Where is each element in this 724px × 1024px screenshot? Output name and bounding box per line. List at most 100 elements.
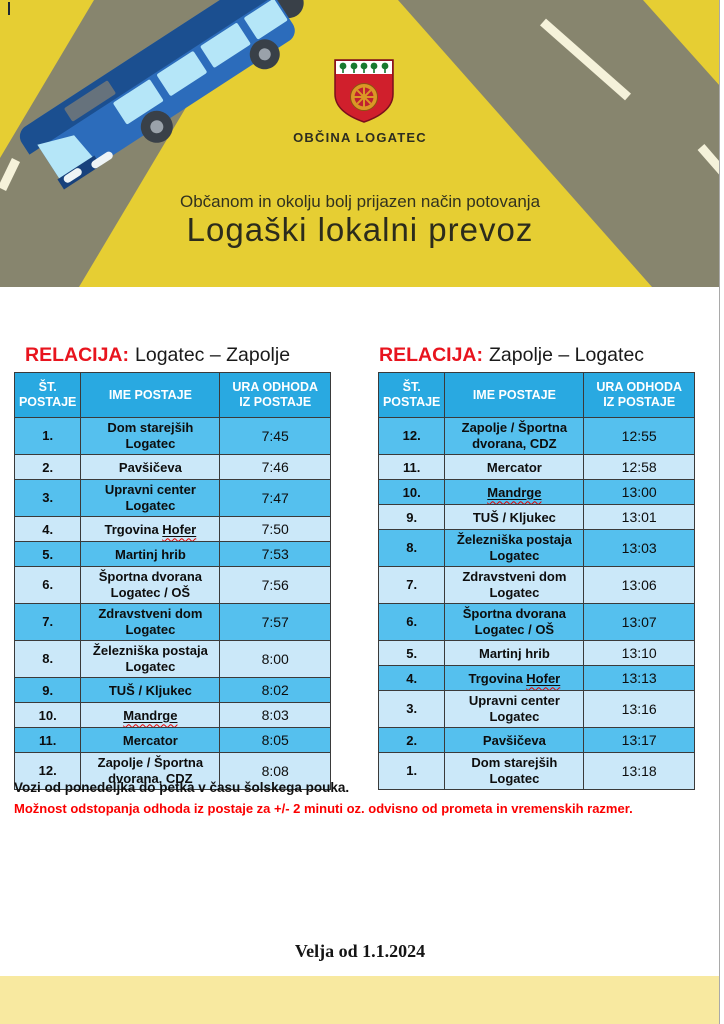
table-row: 7. Zdravstveni dom Logatec 13:06 <box>377 566 695 604</box>
page-title: Logaški lokalni prevoz <box>186 211 534 248</box>
table-row: 2. Pavšičeva 13:17 <box>377 727 695 753</box>
bottom-bar <box>0 976 720 1024</box>
departure-time: 13:06 <box>583 566 695 604</box>
stop-name: Martinj hrib <box>80 541 221 567</box>
stop-name: TUŠ / Kljukec <box>80 677 221 703</box>
headlight <box>63 168 82 183</box>
validity-text: Velja od 1.1.2024 <box>294 941 426 961</box>
header-subtitle: Občanom in okolju bolj prijazen način po… <box>179 192 541 211</box>
stop-name: Zapolje / Športna dvorana, CDZ <box>444 417 585 455</box>
stop-name: Mandrge <box>80 702 221 728</box>
departure-time: 13:07 <box>583 603 695 641</box>
column-header: IME POSTAJE <box>444 372 585 418</box>
departure-time: 8:02 <box>219 677 331 703</box>
stop-number: 9. <box>377 504 446 530</box>
stop-name: Železniška postaja Logatec <box>80 640 221 678</box>
departure-time: 8:00 <box>219 640 331 678</box>
stop-number: 10. <box>377 479 446 505</box>
lane-dash <box>0 158 21 191</box>
stop-name: Trgovina Hofer <box>444 665 585 691</box>
departure-time: 12:55 <box>583 417 695 455</box>
stop-number: 5. <box>377 640 446 666</box>
emblem-trees <box>339 62 389 73</box>
stop-name: Športna dvorana Logatec / OŠ <box>444 603 585 641</box>
departure-time: 7:53 <box>219 541 331 567</box>
departure-time: 13:03 <box>583 529 695 567</box>
table-row: 6. Športna dvorana Logatec / OŠ 7:56 <box>13 566 331 604</box>
stop-name: Mandrge <box>444 479 585 505</box>
departure-time: 7:56 <box>219 566 331 604</box>
stop-number: 2. <box>13 454 82 480</box>
table-row: 9. TUŠ / Kljukec 13:01 <box>377 504 695 530</box>
table-row: 5. Martinj hrib 13:10 <box>377 640 695 666</box>
emblem-wheel <box>350 83 378 111</box>
stop-number: 12. <box>13 752 82 790</box>
departure-time: 13:10 <box>583 640 695 666</box>
municipality-name: OBČINA LOGATEC <box>293 130 427 145</box>
departure-time: 13:13 <box>583 665 695 691</box>
timetable-section-return: RELACIJA: Zapolje – Logatec ŠT. POSTAJE IM… <box>377 344 695 790</box>
stop-number: 6. <box>377 603 446 641</box>
relation-title: RELACIJA: Zapolje – Logatec <box>379 344 695 367</box>
departure-time: 8:08 <box>219 752 331 790</box>
departure-time: 7:50 <box>219 516 331 542</box>
table-row: 12. Zapolje / Športna dvorana, CDZ 12:55 <box>377 417 695 455</box>
table-row: 4. Trgovina Hofer 7:50 <box>13 516 331 542</box>
note-deviation: Možnost odstopanja odhoda iz postaje za … <box>14 801 633 816</box>
timetable: ŠT. POSTAJE IME POSTAJE URA ODHODA IZ POST… <box>13 372 331 790</box>
table-row: 10. Mandrge 13:00 <box>377 479 695 505</box>
stop-number: 4. <box>377 665 446 691</box>
stop-number: 5. <box>13 541 82 567</box>
departure-time: 12:58 <box>583 454 695 480</box>
table-row: 9. TUŠ / Kljukec 8:02 <box>13 677 331 703</box>
departure-time: 8:05 <box>219 727 331 753</box>
stop-number: 8. <box>13 640 82 678</box>
departure-time: 13:00 <box>583 479 695 505</box>
departure-time: 13:16 <box>583 690 695 728</box>
stop-number: 1. <box>377 752 446 790</box>
headlight <box>91 151 113 169</box>
coat-of-arms-icon <box>334 59 394 123</box>
stop-number: 9. <box>13 677 82 703</box>
stop-number: 3. <box>377 690 446 728</box>
timetable-section-outbound: RELACIJA: Logatec – Zapolje ŠT. POSTAJE IM… <box>13 344 331 790</box>
stop-number: 3. <box>13 479 82 517</box>
relation-label: RELACIJA: <box>379 344 484 366</box>
stop-name: Upravni center Logatec <box>80 479 221 517</box>
stop-name: Železniška postaja Logatec <box>444 529 585 567</box>
column-header: IME POSTAJE <box>80 372 221 418</box>
roof-hatch <box>64 80 116 122</box>
stop-name: Trgovina Hofer <box>80 516 221 542</box>
stop-name: Mercator <box>444 454 585 480</box>
table-row: 1. Dom starejših Logatec 7:45 <box>13 417 331 455</box>
stop-number: 8. <box>377 529 446 567</box>
column-header: ŠT. POSTAJE <box>377 372 446 418</box>
stop-number: 7. <box>13 603 82 641</box>
stop-name: Martinj hrib <box>444 640 585 666</box>
scan-artifact-line <box>8 2 10 15</box>
table-row: 12. Zapolje / Športna dvorana, CDZ 8:08 <box>13 752 331 790</box>
table-row: 6. Športna dvorana Logatec / OŠ 13:07 <box>377 603 695 641</box>
stop-number: 7. <box>377 566 446 604</box>
table-row: 8. Železniška postaja Logatec 13:03 <box>377 529 695 567</box>
stop-number: 10. <box>13 702 82 728</box>
departure-time: 7:47 <box>219 479 331 517</box>
stop-name: Zdravstveni dom Logatec <box>444 566 585 604</box>
table-row: 4. Trgovina Hofer 13:13 <box>377 665 695 691</box>
stop-number: 11. <box>377 454 446 480</box>
column-header: ŠT. POSTAJE <box>13 372 82 418</box>
table-row: 1. Dom starejših Logatec 13:18 <box>377 752 695 790</box>
stop-name: TUŠ / Kljukec <box>444 504 585 530</box>
stop-name: Dom starejših Logatec <box>80 417 221 455</box>
stop-number: 12. <box>377 417 446 455</box>
stop-name: Pavšičeva <box>444 727 585 753</box>
stop-number: 6. <box>13 566 82 604</box>
relation-title: RELACIJA: Logatec – Zapolje <box>25 344 331 367</box>
departure-time: 8:03 <box>219 702 331 728</box>
stop-number: 1. <box>13 417 82 455</box>
lane-dash <box>540 18 631 101</box>
column-header: URA ODHODA IZ POSTAJE <box>219 372 331 418</box>
departure-time: 13:17 <box>583 727 695 753</box>
stop-name: Upravni center Logatec <box>444 690 585 728</box>
stop-name: Zapolje / Športna dvorana, CDZ <box>80 752 221 790</box>
